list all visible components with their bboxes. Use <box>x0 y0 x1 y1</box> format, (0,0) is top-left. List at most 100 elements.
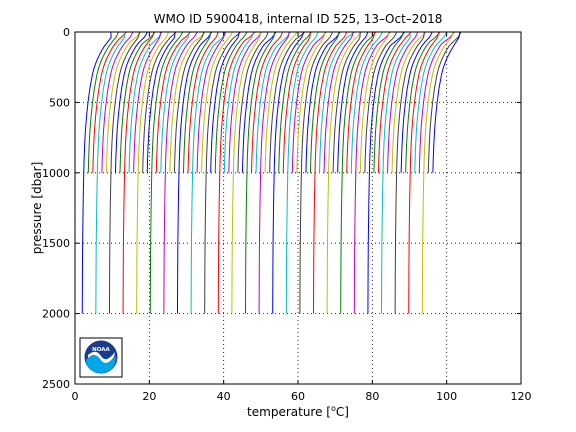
profile-line <box>400 31 433 173</box>
y-tick-label: 0 <box>63 26 70 39</box>
profile-line <box>87 31 119 173</box>
profile-line <box>432 31 461 173</box>
profile-line <box>381 31 411 314</box>
profile-line <box>421 31 454 314</box>
profile-line <box>122 31 155 314</box>
profile-line <box>217 31 256 314</box>
profile-line <box>228 31 262 173</box>
profile-line <box>258 31 290 314</box>
profile-line <box>187 31 219 173</box>
profile-line <box>309 31 340 173</box>
profile-line <box>142 31 177 173</box>
profile-line <box>337 31 369 173</box>
profile-line <box>291 31 327 173</box>
logo-bird <box>88 351 115 363</box>
profile-line <box>387 31 419 173</box>
profile-line <box>264 31 298 173</box>
profile-line <box>210 31 240 173</box>
profile-line <box>128 31 163 173</box>
profile-line <box>313 31 348 314</box>
profile-line <box>255 31 291 173</box>
profile-line <box>237 31 269 173</box>
profiles <box>81 31 462 314</box>
noaa-logo: NOAA <box>79 337 123 378</box>
profile-line <box>251 31 283 173</box>
x-tick-label: 0 <box>72 390 79 403</box>
x-tick-label: 80 <box>365 390 379 403</box>
profile-line <box>95 31 126 314</box>
profile-line <box>427 31 462 173</box>
y-tick-label: 2500 <box>42 378 70 391</box>
profile-line <box>173 31 205 173</box>
profile-line <box>155 31 191 173</box>
profile-line <box>367 31 405 314</box>
profile-line <box>418 31 455 173</box>
profile-line <box>359 31 390 173</box>
profile-line <box>353 31 391 314</box>
profile-line <box>231 31 261 314</box>
profile-line <box>163 31 198 314</box>
profile-line <box>136 31 169 314</box>
chart-title: WMO ID 5900418, internal ID 525, 13–Oct–… <box>154 12 443 26</box>
profile-line <box>114 31 148 173</box>
profile-line <box>394 31 425 314</box>
profile-line <box>241 31 277 173</box>
profile-line <box>269 31 306 173</box>
profile-line <box>340 31 377 314</box>
y-axis-label: pressure [dbar] <box>30 162 44 255</box>
profile-line <box>182 31 211 173</box>
profile-line <box>350 31 383 173</box>
profile-line <box>272 31 305 314</box>
profile-line <box>391 31 426 173</box>
x-tick-label: 40 <box>217 390 231 403</box>
x-tick-label: 120 <box>511 390 532 403</box>
profile-line <box>190 31 227 314</box>
y-tick-label: 500 <box>49 96 70 109</box>
profile-line <box>364 31 398 173</box>
profile-line <box>405 31 441 173</box>
profile-line <box>373 31 404 173</box>
profile-line <box>323 31 354 173</box>
x-tick-label: 100 <box>436 390 457 403</box>
profile-line <box>332 31 361 173</box>
profile-line <box>160 31 190 173</box>
profile-line <box>214 31 248 173</box>
profile-line <box>282 31 311 173</box>
profile-line <box>81 31 112 314</box>
profile-line <box>176 31 213 314</box>
profile-line <box>204 31 241 314</box>
profile-line <box>319 31 355 173</box>
y-tick-label: 1000 <box>42 167 70 180</box>
profile-line <box>305 31 341 173</box>
x-tick-label: 60 <box>291 390 305 403</box>
axis-ticks: 0 20 40 60 80 100 120 0 500 1000 1500 2000 2500 <box>42 26 532 403</box>
logo-sea <box>86 355 116 373</box>
profile-line <box>108 31 140 314</box>
profile-line <box>196 31 226 173</box>
profile-line <box>244 31 276 314</box>
profile-line <box>408 31 440 314</box>
profile-line <box>119 31 156 173</box>
y-tick-label: 2000 <box>42 308 70 321</box>
profile-line <box>285 31 319 314</box>
profile-line <box>101 31 134 173</box>
profile-line <box>146 31 176 173</box>
profile-line <box>92 31 127 173</box>
profile-line <box>296 31 326 173</box>
profile-line <box>149 31 184 314</box>
y-tick-label: 1500 <box>42 237 70 250</box>
x-tick-label: 20 <box>142 390 156 403</box>
logo-text: NOAA <box>92 347 110 353</box>
profile-line <box>278 31 312 173</box>
profile-line <box>105 31 142 173</box>
grid <box>75 32 521 384</box>
profile-line <box>299 31 333 314</box>
profile-line <box>169 31 206 173</box>
profile-line <box>414 31 447 173</box>
profile-line <box>326 31 362 314</box>
profile-line <box>223 31 255 173</box>
profile-line <box>346 31 375 173</box>
x-axis-label: temperature [oC] <box>247 404 349 419</box>
profile-line <box>133 31 162 173</box>
